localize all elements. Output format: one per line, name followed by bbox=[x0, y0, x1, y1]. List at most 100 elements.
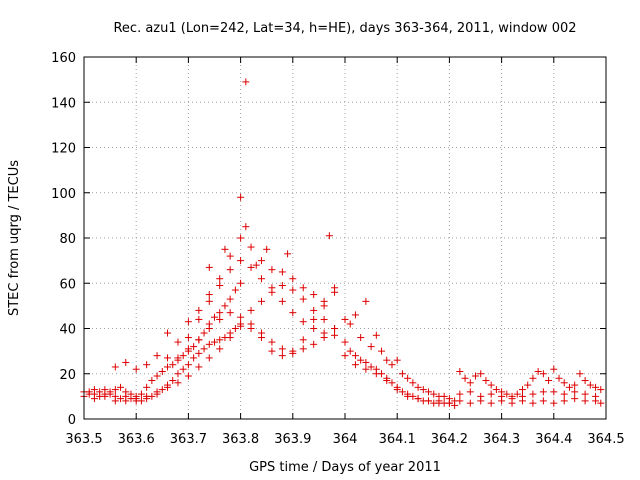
data-point bbox=[216, 309, 224, 317]
data-point bbox=[597, 386, 605, 394]
data-point bbox=[268, 284, 276, 292]
data-point bbox=[597, 399, 605, 407]
data-point bbox=[174, 370, 182, 378]
data-point bbox=[550, 388, 558, 396]
data-point bbox=[435, 397, 443, 405]
y-tick-label: 80 bbox=[59, 232, 76, 247]
data-point bbox=[111, 363, 119, 371]
data-point bbox=[393, 386, 401, 394]
data-point bbox=[195, 363, 203, 371]
data-point bbox=[216, 345, 224, 353]
data-point bbox=[111, 386, 119, 394]
data-point bbox=[409, 379, 417, 387]
data-point bbox=[539, 397, 547, 405]
data-point bbox=[216, 275, 224, 283]
data-point bbox=[592, 383, 600, 391]
data-point bbox=[158, 367, 166, 375]
data-point bbox=[498, 397, 506, 405]
data-point bbox=[320, 297, 328, 305]
data-point bbox=[237, 320, 245, 328]
data-point bbox=[117, 383, 125, 391]
data-point bbox=[221, 302, 229, 310]
x-tick-label: 363.5 bbox=[65, 432, 102, 447]
data-point bbox=[477, 397, 485, 405]
data-point bbox=[143, 361, 151, 369]
data-point bbox=[445, 399, 453, 407]
data-point bbox=[456, 397, 464, 405]
data-point bbox=[257, 334, 265, 342]
data-point bbox=[341, 352, 349, 360]
data-point bbox=[393, 356, 401, 364]
x-tick-label: 364.1 bbox=[379, 432, 416, 447]
data-point bbox=[268, 338, 276, 346]
data-point bbox=[195, 336, 203, 344]
data-point bbox=[430, 390, 438, 398]
data-point bbox=[284, 250, 292, 258]
data-point bbox=[362, 365, 370, 373]
x-tick-label: 364 bbox=[333, 432, 358, 447]
data-point bbox=[237, 193, 245, 201]
data-point bbox=[268, 347, 276, 355]
data-point bbox=[184, 334, 192, 342]
data-point bbox=[539, 388, 547, 396]
data-point bbox=[524, 381, 532, 389]
data-point bbox=[106, 388, 114, 396]
data-point bbox=[205, 297, 213, 305]
data-point bbox=[482, 377, 490, 385]
x-tick-label: 363.8 bbox=[222, 432, 259, 447]
x-tick-label: 363.9 bbox=[274, 432, 311, 447]
data-point bbox=[263, 245, 271, 253]
data-point bbox=[560, 379, 568, 387]
data-point bbox=[571, 381, 579, 389]
data-point bbox=[257, 257, 265, 265]
y-tick-label: 160 bbox=[51, 51, 76, 66]
data-point bbox=[571, 388, 579, 396]
data-point bbox=[205, 340, 213, 348]
data-point bbox=[331, 331, 339, 339]
data-point bbox=[346, 347, 354, 355]
data-point bbox=[164, 354, 172, 362]
data-point bbox=[247, 263, 255, 271]
data-point bbox=[164, 329, 172, 337]
x-tick-label: 363.7 bbox=[170, 432, 207, 447]
y-tick-label: 20 bbox=[59, 368, 76, 383]
data-point bbox=[581, 377, 589, 385]
data-point bbox=[351, 311, 359, 319]
data-point bbox=[346, 320, 354, 328]
data-point bbox=[242, 223, 250, 231]
data-point bbox=[472, 372, 479, 380]
data-point bbox=[143, 392, 151, 400]
data-point bbox=[216, 336, 224, 344]
data-point bbox=[226, 309, 234, 317]
data-point bbox=[492, 386, 500, 394]
data-point bbox=[425, 397, 433, 405]
data-point bbox=[372, 370, 380, 378]
data-point bbox=[278, 345, 286, 353]
data-point bbox=[200, 329, 208, 337]
data-point bbox=[310, 291, 318, 299]
data-point bbox=[211, 313, 218, 321]
data-point bbox=[362, 297, 370, 305]
data-point bbox=[190, 354, 198, 362]
data-point bbox=[148, 377, 156, 385]
data-point bbox=[278, 297, 286, 305]
data-point bbox=[205, 354, 213, 362]
data-point bbox=[278, 282, 286, 290]
data-point bbox=[576, 370, 584, 378]
data-point bbox=[278, 352, 286, 360]
data-point bbox=[357, 334, 365, 342]
data-point bbox=[184, 318, 192, 326]
data-point bbox=[310, 340, 318, 348]
data-point bbox=[247, 325, 255, 332]
x-tick-label: 364.4 bbox=[535, 432, 572, 447]
x-tick-label: 364.3 bbox=[483, 432, 520, 447]
data-point bbox=[331, 325, 339, 332]
data-point bbox=[85, 390, 93, 398]
data-point bbox=[325, 232, 333, 240]
data-point bbox=[169, 361, 177, 369]
data-point bbox=[289, 286, 297, 294]
data-point bbox=[216, 282, 224, 290]
data-point bbox=[226, 334, 234, 342]
y-tick-label: 120 bbox=[51, 142, 76, 157]
